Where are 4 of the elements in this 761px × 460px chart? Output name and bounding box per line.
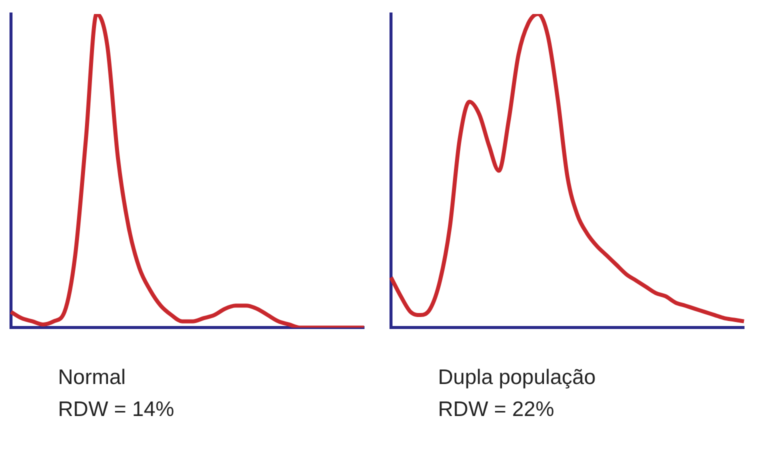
text: RDW = 22% xyxy=(438,397,556,423)
text: Dupla população xyxy=(438,365,597,391)
text: Normal xyxy=(58,365,127,391)
text: RDW = 14% xyxy=(58,397,176,423)
